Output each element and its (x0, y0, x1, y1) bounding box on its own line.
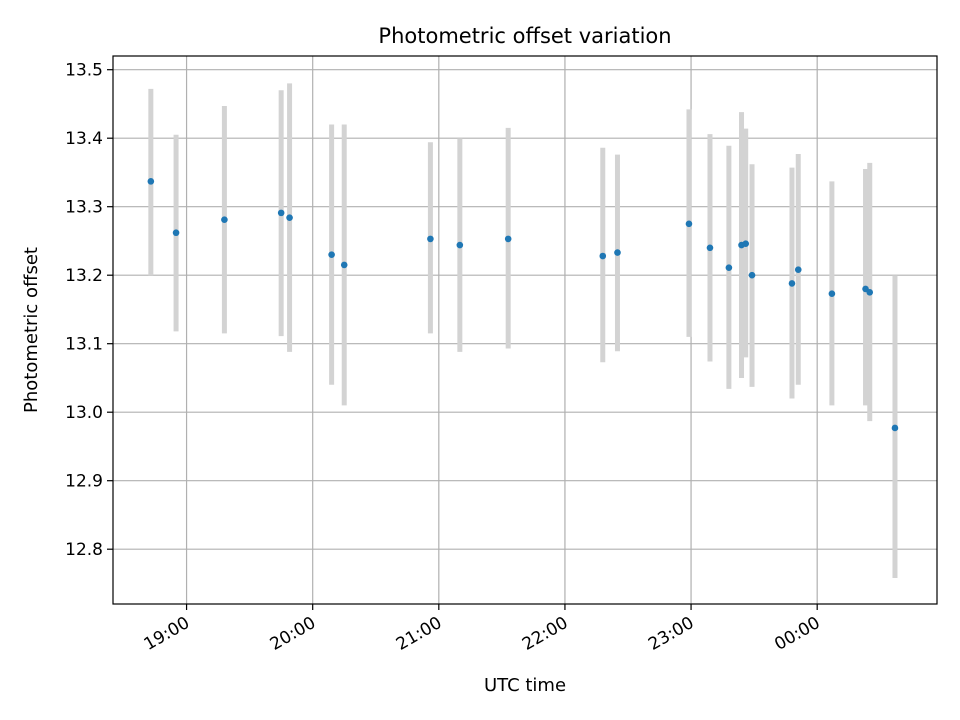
y-tick-label: 13.4 (65, 129, 103, 149)
data-point (504, 235, 512, 243)
data-point (828, 290, 836, 297)
data-point (427, 235, 434, 243)
y-tick-label: 12.8 (65, 540, 103, 560)
data-point (599, 252, 607, 260)
data-point (172, 229, 180, 237)
plot-area-frame (112, 55, 938, 605)
chart-title: Photometric offset variation (378, 24, 671, 48)
y-tick-label: 13.1 (65, 335, 103, 355)
data-point (221, 216, 228, 224)
y-tick-label: 13.2 (65, 266, 103, 286)
data-point (328, 251, 335, 258)
y-tick-label: 13.5 (65, 61, 103, 81)
y-axis-ticks: 12.8 12.9 13.0 13.1 13.2 13.3 13.4 13.5 (65, 61, 113, 560)
x-axis-label: UTC time (484, 675, 566, 696)
data-point (891, 424, 899, 432)
data-point (788, 280, 796, 287)
data-point (286, 214, 293, 221)
y-tick-label: 13.0 (65, 403, 103, 423)
data-point (866, 289, 874, 296)
data-point (685, 220, 693, 228)
y-tick-label: 13.3 (65, 198, 103, 218)
data-point (794, 266, 802, 274)
data-point (277, 209, 285, 217)
data-point (340, 261, 348, 269)
data-point (725, 264, 733, 271)
y-tick-label: 12.9 (65, 472, 103, 492)
data-point (456, 241, 464, 249)
data-point (742, 240, 750, 247)
y-axis-label: Photometric offset (21, 247, 42, 413)
data-point (706, 244, 714, 252)
data-point (748, 271, 756, 279)
data-point (614, 249, 621, 256)
data-points (147, 178, 899, 432)
data-point (147, 178, 155, 185)
